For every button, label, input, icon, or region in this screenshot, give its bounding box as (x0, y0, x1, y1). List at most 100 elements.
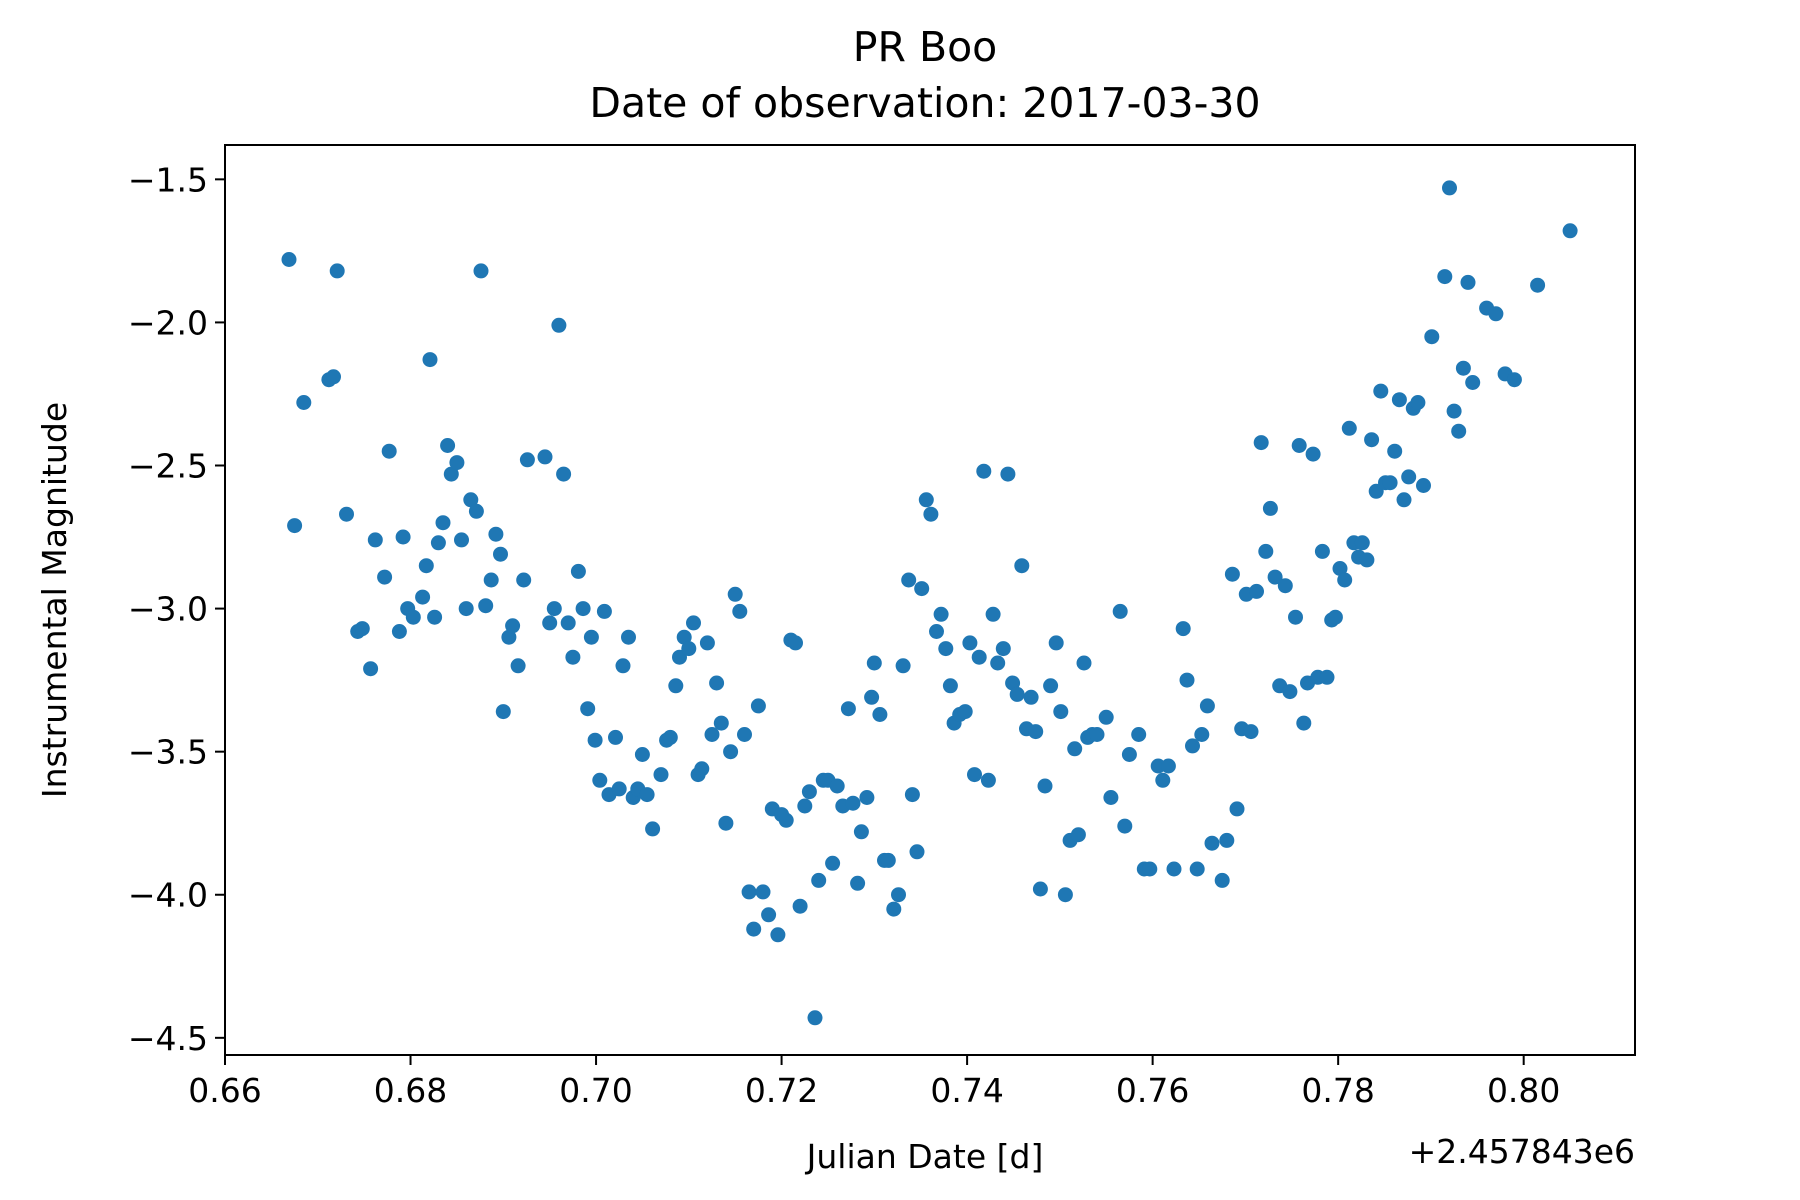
data-point-133 (971, 649, 987, 665)
x-tick-label-1: 0.68 (374, 1071, 447, 1110)
data-point-132 (967, 767, 982, 783)
data-point-6 (339, 506, 354, 522)
data-point-191 (1277, 578, 1293, 594)
data-point-46 (560, 615, 576, 631)
data-point-202 (1327, 609, 1343, 625)
data-point-188 (1262, 500, 1278, 516)
data-point-95 (792, 898, 808, 914)
data-point-158 (1089, 727, 1105, 742)
y-axis-ticks: −1.5 −2.0 −2.5 −3.0 −3.5 −4.0 −4.5 (128, 160, 225, 1058)
data-point-181 (1229, 801, 1245, 817)
y-tick-label-2: −2.5 (128, 447, 208, 486)
data-point-24 (443, 466, 459, 482)
data-point-137 (990, 655, 1006, 671)
data-point-130 (957, 704, 973, 720)
data-point-122 (918, 492, 934, 508)
data-point-106 (845, 795, 861, 811)
data-point-1 (287, 518, 303, 534)
data-point-138 (995, 641, 1011, 657)
data-point-65 (653, 767, 669, 783)
data-point-117 (895, 658, 911, 674)
data-point-56 (608, 729, 623, 745)
x-tick-label-4: 0.74 (930, 1071, 1003, 1110)
data-point-74 (694, 761, 710, 777)
data-point-59 (621, 629, 636, 645)
data-point-30 (473, 263, 489, 279)
data-point-217 (1396, 492, 1412, 508)
data-point-42 (542, 615, 558, 631)
data-point-105 (840, 701, 856, 717)
data-point-142 (1014, 558, 1030, 574)
data-point-51 (583, 629, 599, 645)
data-point-124 (929, 624, 944, 639)
data-point-120 (909, 844, 925, 860)
data-point-75 (699, 635, 715, 651)
x-tick-label-3: 0.72 (745, 1071, 818, 1110)
data-point-193 (1288, 609, 1303, 625)
data-point-97 (801, 784, 817, 800)
data-point-44 (551, 317, 567, 333)
data-point-70 (676, 629, 692, 645)
data-point-110 (864, 689, 880, 705)
data-point-64 (645, 821, 661, 837)
data-point-80 (723, 744, 739, 760)
data-point-164 (1131, 727, 1147, 742)
data-point-116 (891, 887, 906, 903)
data-point-123 (923, 506, 939, 522)
data-point-23 (440, 438, 456, 453)
data-point-134 (976, 463, 992, 479)
data-point-50 (580, 701, 596, 717)
data-point-12 (381, 443, 397, 459)
data-point-71 (681, 641, 697, 657)
data-point-4 (326, 369, 341, 385)
data-point-145 (1028, 724, 1044, 740)
data-point-154 (1070, 827, 1086, 843)
data-point-10 (367, 532, 383, 548)
data-point-216 (1391, 392, 1407, 408)
data-point-14 (395, 529, 411, 545)
data-point-148 (1043, 678, 1059, 694)
data-point-136 (985, 606, 1001, 622)
data-point-53 (592, 772, 608, 788)
x-tick-label-6: 0.78 (1301, 1071, 1374, 1110)
data-point-2 (296, 395, 312, 410)
data-point-215 (1387, 443, 1403, 459)
data-point-146 (1032, 881, 1048, 897)
data-point-144 (1023, 689, 1039, 705)
data-point-26 (454, 532, 469, 548)
data-point-225 (1446, 403, 1462, 419)
data-point-177 (1204, 835, 1220, 851)
data-point-209 (1359, 552, 1375, 568)
data-point-208 (1354, 535, 1370, 551)
data-point-203 (1332, 561, 1348, 576)
data-point-57 (611, 781, 627, 797)
data-point-185 (1249, 583, 1264, 599)
data-point-150 (1053, 704, 1069, 720)
data-point-169 (1160, 758, 1176, 774)
data-point-31 (478, 598, 494, 614)
data-point-79 (718, 815, 734, 831)
data-point-160 (1103, 790, 1119, 805)
data-point-195 (1296, 715, 1312, 731)
data-point-151 (1057, 887, 1073, 903)
data-point-139 (1000, 466, 1016, 482)
x-tick-label-7: 0.80 (1487, 1071, 1560, 1110)
data-point-47 (565, 649, 581, 665)
data-point-13 (391, 624, 407, 639)
data-point-96 (797, 798, 813, 814)
data-point-229 (1465, 375, 1481, 390)
data-point-194 (1291, 438, 1307, 453)
data-point-228 (1460, 274, 1476, 290)
data-point-32 (483, 572, 499, 588)
data-point-27 (458, 601, 474, 617)
y-tick-label-0: −1.5 (128, 160, 208, 199)
data-point-16 (405, 609, 421, 625)
data-point-0 (281, 252, 297, 267)
data-point-77 (709, 675, 725, 691)
data-point-118 (901, 572, 917, 588)
y-tick-label-4: −3.5 (128, 733, 208, 772)
y-tick-label-5: −4.0 (128, 876, 208, 915)
data-point-29 (468, 503, 484, 519)
